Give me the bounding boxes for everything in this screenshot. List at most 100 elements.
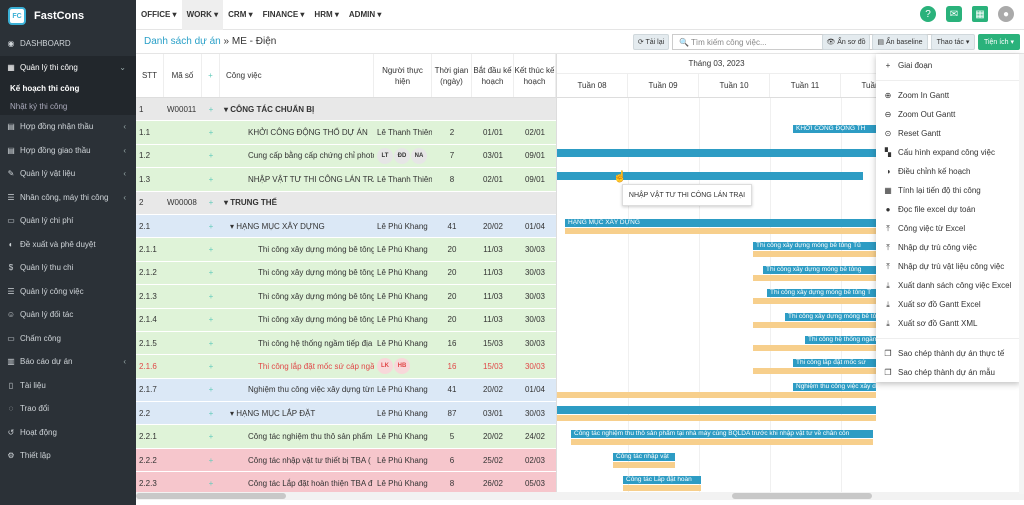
sidebar-item[interactable]: ◉ DASHBOARD [0,32,136,56]
avatar[interactable]: NA [411,147,427,164]
sidebar-item[interactable]: ▯ Tài liệu [0,374,136,398]
sidebar-item[interactable]: ↺ Hoạt động [0,421,136,445]
cell-task[interactable]: Công tác Lắp đặt hoàn thiện TBA đ [248,478,373,488]
add-subtask-icon[interactable]: + [208,128,214,138]
sidebar-subitem[interactable]: Nhật ký thi công [0,97,136,115]
gantt-task-bar[interactable]: Thi công lắp đặt mốc sứ [793,359,876,368]
table-row[interactable]: 2.1 + ▾ HẠNG MỤC XÂY DỰNG Lê Phú Khang 41 20/… [136,214,556,239]
utilities-button[interactable]: Tiện ích ▾ [978,34,1020,50]
utilities-menu-item[interactable]: ⤒ Nhập dự trù vật liệu công việc [876,257,1020,276]
help-icon[interactable]: ? [920,6,936,22]
utilities-menu-item[interactable]: ▦ Tính lại tiến độ thi công [876,181,1020,200]
table-row[interactable]: 2 W00008 + ▾ TRUNG THẾ [136,191,556,215]
gantt-task-bar[interactable]: Nghiệm thu công việc xây dựng từng giai … [793,382,876,391]
sidebar-item[interactable]: ☰ Nhân công, máy thi công ‹ [0,186,136,210]
gantt-task-bar[interactable]: Công tác nghiệm thu thô sản phẩm tại nhà… [571,429,873,438]
cell-task[interactable]: Thi công lắp đặt mốc sứ cáp ngầm [258,361,374,371]
sidebar-subitem[interactable]: Kế hoạch thi công [0,79,136,97]
utilities-menu-item[interactable]: ❐ Sao chép thành dự án mẫu [876,363,1020,382]
table-row[interactable]: 2.1.6 + Thi công lắp đặt mốc sứ cáp ngầm LK… [136,355,556,379]
table-row[interactable]: 2.1.3 + Thi công xây dựng móng bê tông T Lê… [136,285,556,309]
gantt-task-bar[interactable] [557,406,876,415]
gantt-task-bar[interactable]: HẠNG MỤC XÂY DỰNG [565,219,876,227]
gantt-task-bar[interactable]: Thi công hệ thống ngầm [805,336,876,344]
gantt-task-bar[interactable]: Công tác nhập vật [613,453,675,461]
cell-task[interactable]: NHẬP VẬT TƯ THI CÔNG LÁN TRẠI [248,174,374,184]
sidebar-item[interactable]: ⚙ Thiết lập [0,444,136,468]
add-subtask-icon[interactable]: + [208,151,214,161]
sidebar-item[interactable]: ▤ Hợp đồng nhận thầu ‹ [0,115,136,139]
add-subtask-icon[interactable]: + [208,455,214,465]
top-menu-item[interactable]: ADMIN ▾ [348,10,382,19]
utilities-menu-item[interactable]: ⤒ Nhập dự trù công việc [876,238,1020,257]
sidebar-item[interactable]: ◌ Trao đổi [0,397,136,421]
table-row[interactable]: 2.1.7 + Nghiệm thu công việc xây dựng từn L… [136,378,556,403]
cell-task[interactable]: Thi công hệ thống ngầm tiếp địa Ti [258,338,374,348]
gantt-task-bar[interactable]: Thi công xây dựng móng bê tông [763,265,876,274]
add-subtask-icon[interactable]: + [208,385,214,395]
cell-task[interactable]: Công tác nghiệm thu thô sản phẩm [248,432,373,442]
apps-grid-icon[interactable]: ▦ [972,6,988,22]
add-subtask-icon[interactable]: + [208,338,214,348]
sidebar-item[interactable]: ✎ Quản lý vật liệu ‹ [0,162,136,186]
cell-task[interactable]: Thi công xây dựng móng bê tông tu [258,268,374,278]
gantt-task-bar[interactable] [557,172,863,181]
sidebar-item[interactable]: ☰ Quản lý công việc [0,280,136,304]
table-row[interactable]: 2.2.2 + Công tác nhập vật tư thiết bị TBA … [136,448,556,473]
sidebar-item[interactable]: ☺ Quản lý đối tác [0,303,136,327]
hide-baseline-button[interactable]: ▤ Ẩn baseline [872,34,928,50]
add-subtask-icon[interactable]: + [208,104,214,114]
hide-diagram-button[interactable]: 👁 Ẩn sơ đồ [822,34,870,50]
utilities-menu-item[interactable]: ❐ Sao chép thành dự án thực tế [876,344,1020,363]
actions-button[interactable]: Thao tác ▾ [931,34,975,50]
gantt-task-bar[interactable]: KHỞI CÔNG ĐỘNG TH [793,125,876,134]
cell-task[interactable]: ▾ HẠNG MỤC XÂY DỰNG [230,221,325,231]
utilities-menu-item[interactable]: ◑ Điều chỉnh kế hoạch [876,162,1020,181]
table-row[interactable]: 2.1.2 + Thi công xây dựng móng bê tông tu L… [136,261,556,286]
utilities-menu-item[interactable]: ⤒ Công việc từ Excel [876,219,1020,238]
utilities-menu-item[interactable]: ▚ Cấu hình expand công việc [876,143,1020,162]
top-menu-item[interactable]: FINANCE ▾ [262,10,305,19]
reload-button[interactable]: ⟳ Tải lại [633,34,669,50]
table-row[interactable]: 2.1.5 + Thi công hệ thống ngầm tiếp địa Ti… [136,331,556,356]
add-subtask-icon[interactable]: + [208,361,214,371]
add-subtask-icon[interactable]: + [208,221,214,231]
utilities-menu-item[interactable]: ⤓ Xuất danh sách công việc Excel [876,276,1020,295]
gantt-task-bar[interactable]: Công tác Lắp đặt hoàn [623,476,701,485]
sidebar-item[interactable]: ▥ Báo cáo dự án ‹ [0,350,136,374]
utilities-menu-item[interactable]: ⤓ Xuất sơ đồ Gantt XML [876,314,1020,333]
avatar[interactable]: LT [377,147,393,164]
breadcrumb-root-link[interactable]: Danh sách dự án [144,36,221,47]
avatar[interactable]: ĐD [394,147,410,164]
add-subtask-icon[interactable]: + [208,478,214,488]
horizontal-scrollbar[interactable] [136,492,1024,500]
gantt-task-bar[interactable]: Thi công xây dựng móng bê tông T [767,289,876,298]
add-subtask-icon[interactable]: + [208,198,214,208]
sidebar-item[interactable]: ◐ Đề xuất và phê duyệt [0,233,136,257]
add-subtask-icon[interactable]: + [208,268,214,278]
add-subtask-icon[interactable]: + [208,408,214,418]
cell-task[interactable]: ▾ HẠNG MỤC LẮP ĐẶT [230,408,316,418]
gantt-task-bar[interactable]: Thi công xây dựng móng bê tông Tủ [753,242,876,251]
sidebar-item[interactable]: $ Quản lý thu chi [0,256,136,280]
sidebar-item[interactable]: ▭ Chấm công [0,327,136,351]
table-row[interactable]: 2.2.3 + Công tác Lắp đặt hoàn thiện TBA đ L… [136,472,556,494]
add-subtask-icon[interactable]: + [208,291,214,301]
cell-task[interactable]: ▾ TRUNG THẾ [224,198,277,208]
add-subtask-icon[interactable]: + [208,174,214,184]
table-row[interactable]: 1 W00011 + ▾ CÔNG TÁC CHUẨN BỊ [136,98,556,122]
table-row[interactable]: 1.3 + NHẬP VẬT TƯ THI CÔNG LÁN TRẠI Lê Than… [136,168,556,192]
add-subtask-icon[interactable]: + [208,432,214,442]
sidebar-item[interactable]: ▤ Hợp đồng giao thầu ‹ [0,139,136,163]
utilities-menu-item[interactable]: + Giai đoạn [876,56,1020,75]
sidebar-item[interactable]: ▦ Quản lý thi công ⌄ [0,55,136,79]
avatar[interactable]: HB [394,358,410,375]
table-row[interactable]: 1.1 + KHỞI CÔNG ĐỘNG THỔ DỰ ÁN Lê Thanh Thi… [136,121,556,145]
table-row[interactable]: 2.2 + ▾ HẠNG MỤC LẮP ĐẶT Lê Phú Khang 87 03/0… [136,402,556,426]
gantt-task-bar[interactable] [557,148,876,157]
utilities-menu-item[interactable]: ⊙ Reset Gantt [876,124,1020,143]
utilities-menu-item[interactable]: ● Đọc file excel dự toán [876,200,1020,219]
top-menu-item[interactable]: HRM ▾ [314,10,339,19]
gantt-task-bar[interactable]: Thi công xây dựng móng bê tông [785,312,876,321]
